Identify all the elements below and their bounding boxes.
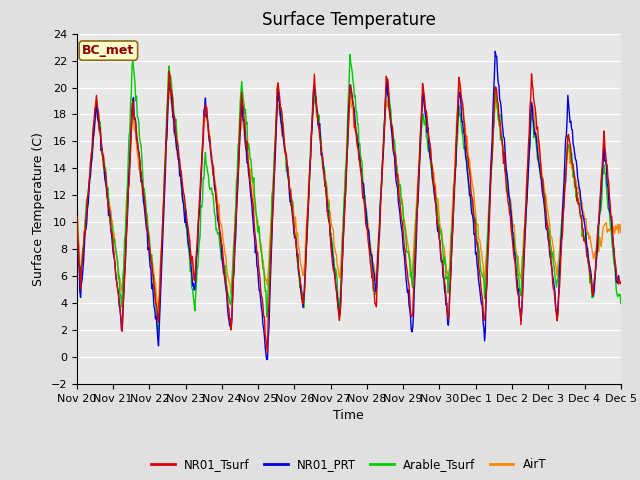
X-axis label: Time: Time [333, 409, 364, 422]
Y-axis label: Surface Temperature (C): Surface Temperature (C) [32, 132, 45, 286]
Legend: NR01_Tsurf, NR01_PRT, Arable_Tsurf, AirT: NR01_Tsurf, NR01_PRT, Arable_Tsurf, AirT [147, 454, 551, 476]
Text: BC_met: BC_met [82, 44, 134, 57]
Title: Surface Temperature: Surface Temperature [262, 11, 436, 29]
